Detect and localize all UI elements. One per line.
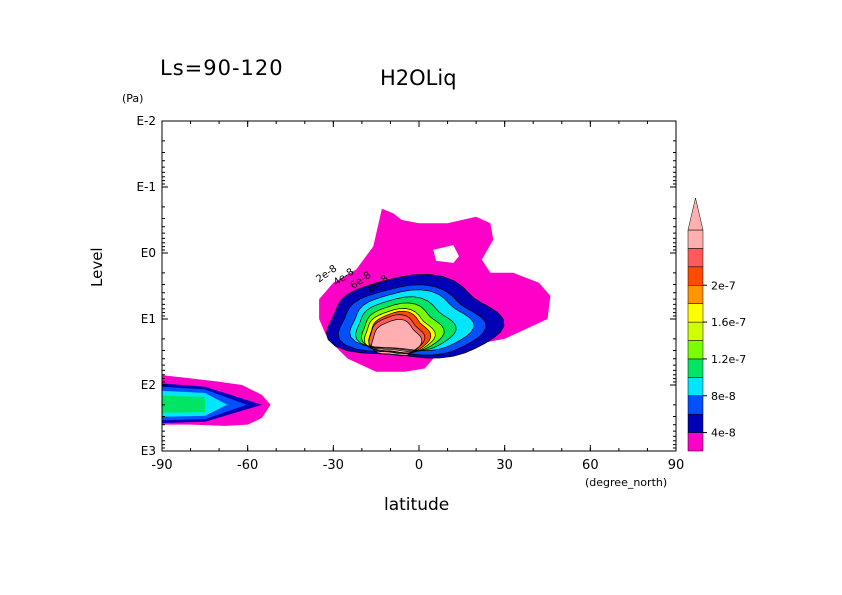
x-tick-label: -30 — [323, 458, 344, 473]
y-tick-label: E1 — [141, 312, 156, 326]
colorbar-swatch — [687, 432, 704, 452]
contour-line — [371, 318, 423, 357]
contour-line — [326, 273, 505, 359]
contour-line — [361, 302, 445, 352]
colorbar-swatch — [687, 285, 704, 304]
colorbar-swatch — [687, 266, 704, 286]
contour-line — [337, 284, 487, 356]
x-tick-label: 30 — [496, 458, 513, 473]
colorbar-swatch — [687, 229, 704, 249]
colorbar-swatch — [687, 340, 704, 360]
x-axis-label: latitude — [384, 495, 450, 515]
colorbar-swatch — [687, 321, 704, 341]
x-tick-label: 90 — [668, 458, 685, 473]
colorbar-label: 1.6e-7 — [711, 316, 746, 329]
contour-fills — [162, 208, 551, 426]
colorbar-swatch — [687, 248, 704, 268]
colorbar-label: 8e-8 — [711, 390, 736, 403]
colorbar-swatch — [687, 358, 704, 378]
contour-lines — [326, 273, 505, 359]
season-label: Ls=90-120 — [160, 56, 284, 80]
chart-title: H2OLiq — [380, 66, 457, 90]
contour-line — [368, 314, 426, 355]
x-tick-label: -60 — [237, 458, 258, 473]
colorbar-label: 1.2e-7 — [711, 353, 746, 366]
contour-labels: 2e-84e-86e-88e-8 — [314, 263, 390, 295]
y-tick-label: E2 — [141, 378, 156, 392]
contour-band — [433, 245, 459, 263]
contour-line — [355, 296, 457, 352]
x-unit-label: (degree_north) — [585, 476, 668, 489]
x-tick-label: 60 — [582, 458, 599, 473]
y-unit-label: (Pa) — [122, 92, 144, 105]
colorbar-swatch — [687, 377, 704, 397]
colorbar-label: 4e-8 — [711, 427, 736, 440]
y-tick-label: E-2 — [136, 114, 156, 128]
contour-band — [162, 395, 206, 413]
contour-band — [371, 319, 422, 356]
x-tick-label: 0 — [415, 458, 423, 473]
plot-axes: -90 -60 -30 0 30 60 90 E-2 E-1 E0 E1 E2 E3 — [136, 114, 684, 473]
y-tick-label: E0 — [141, 246, 156, 260]
contour-line — [363, 308, 436, 354]
colorbar: 4e-8 8e-8 1.2e-7 1.6e-7 2e-7 — [687, 197, 746, 452]
contour-line — [349, 289, 475, 351]
x-tick-label: -90 — [151, 458, 172, 473]
colorbar-extend-arrow — [687, 197, 704, 231]
y-tick-label: E3 — [141, 444, 156, 458]
colorbar-swatch — [687, 395, 704, 415]
colorbar-swatch — [687, 303, 704, 323]
colorbar-swatch — [687, 413, 704, 433]
colorbar-label: 2e-7 — [711, 279, 736, 292]
y-tick-label: E-1 — [136, 180, 156, 194]
